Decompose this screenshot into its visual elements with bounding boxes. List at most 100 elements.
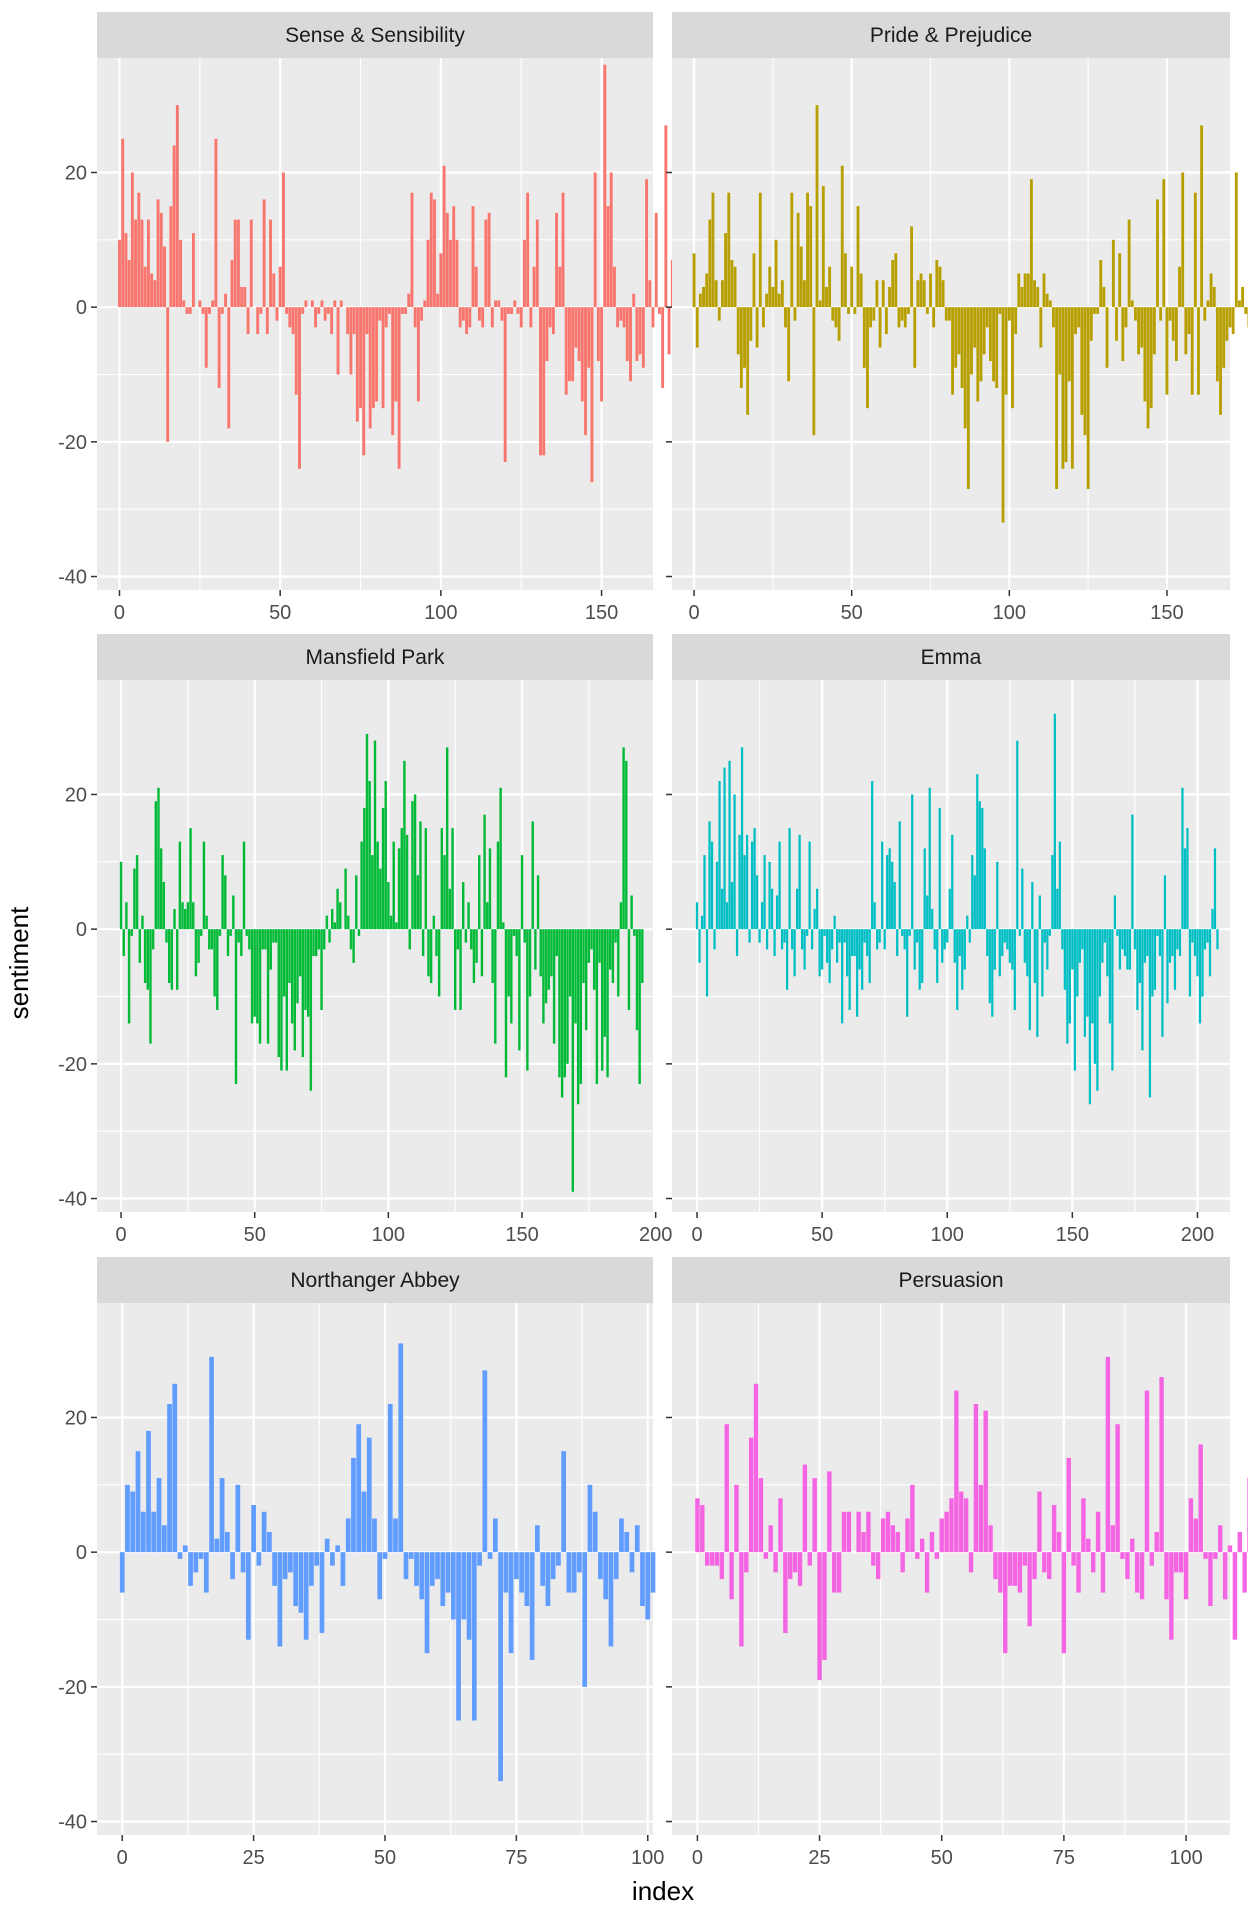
sentiment-bar xyxy=(1196,929,1199,977)
sentiment-bar xyxy=(456,929,460,950)
sentiment-bar xyxy=(208,307,211,314)
sentiment-bar xyxy=(523,239,526,308)
sentiment-bar xyxy=(869,307,873,328)
facet-strip xyxy=(97,1257,653,1303)
sentiment-bar xyxy=(868,929,871,984)
sentiment-bar xyxy=(760,902,764,930)
sentiment-bar xyxy=(634,1525,640,1553)
sentiment-bar xyxy=(1045,293,1049,308)
sentiment-bar xyxy=(1197,307,1200,395)
sentiment-bar xyxy=(998,1552,1003,1593)
sentiment-bar xyxy=(1101,929,1104,963)
sentiment-bar xyxy=(739,307,743,388)
sentiment-bar xyxy=(1146,929,1149,957)
sentiment-bar xyxy=(1081,929,1084,950)
sentiment-bar xyxy=(768,266,772,308)
sentiment-bar xyxy=(508,1552,514,1654)
sentiment-bar xyxy=(900,307,904,321)
sentiment-bar xyxy=(411,801,414,930)
sentiment-bar xyxy=(465,307,469,335)
sentiment-bar xyxy=(346,307,350,335)
sentiment-bar xyxy=(224,293,227,308)
y-tick-label: -20 xyxy=(58,432,87,454)
sentiment-bar xyxy=(1115,1424,1120,1553)
sentiment-bar xyxy=(1201,929,1204,997)
sentiment-bar xyxy=(555,929,558,957)
sentiment-bar xyxy=(1198,929,1202,1024)
facet-title: Pride & Prejudice xyxy=(870,24,1032,47)
sentiment-bar xyxy=(1013,929,1016,1010)
sentiment-bar xyxy=(1021,868,1024,930)
sentiment-bar xyxy=(1011,929,1014,970)
sentiment-bar xyxy=(1095,1511,1101,1553)
facet-strip xyxy=(672,12,1230,58)
x-tick-label: 0 xyxy=(689,602,700,624)
sentiment-bar xyxy=(388,307,391,314)
sentiment-bar xyxy=(124,233,128,308)
sentiment-bar xyxy=(539,307,542,456)
sentiment-bar xyxy=(1039,307,1043,348)
sentiment-bar xyxy=(765,929,769,950)
sentiment-bar xyxy=(1206,929,1209,943)
sentiment-bar xyxy=(127,260,131,308)
sentiment-bar xyxy=(730,882,734,930)
sentiment-bar xyxy=(377,1552,383,1600)
sentiment-bar xyxy=(384,781,387,930)
sentiment-bar xyxy=(625,760,628,930)
sentiment-bar xyxy=(352,929,355,963)
sentiment-bar xyxy=(908,929,911,936)
sentiment-bar xyxy=(617,929,620,997)
sentiment-bar xyxy=(785,929,789,990)
sentiment-bar xyxy=(189,828,192,930)
sentiment-bar xyxy=(138,929,141,963)
sentiment-bar xyxy=(883,929,886,950)
sentiment-bar xyxy=(1203,307,1207,321)
sentiment-bar xyxy=(619,902,623,930)
sentiment-bar xyxy=(778,841,781,930)
sentiment-bar xyxy=(288,929,291,984)
sentiment-bar xyxy=(1018,929,1021,936)
sentiment-bar xyxy=(1012,1552,1018,1586)
sentiment-bar xyxy=(202,841,206,930)
sentiment-bar xyxy=(1031,882,1034,930)
sentiment-bar xyxy=(464,929,468,943)
sentiment-bar xyxy=(210,929,214,950)
sentiment-bar xyxy=(407,293,411,308)
sentiment-bar xyxy=(314,1552,320,1566)
sentiment-bar xyxy=(710,841,714,930)
sentiment-bar xyxy=(248,929,251,950)
sentiment-bar xyxy=(924,1552,930,1593)
sentiment-bar xyxy=(1123,929,1127,957)
sentiment-bar xyxy=(627,929,631,1010)
sentiment-bar xyxy=(475,929,478,963)
sentiment-bar xyxy=(797,1552,803,1586)
sentiment-bar xyxy=(907,307,910,314)
sentiment-bar xyxy=(278,266,282,308)
sentiment-bar xyxy=(913,307,917,368)
sentiment-bar xyxy=(895,1531,900,1553)
sentiment-bar xyxy=(966,915,969,930)
sentiment-bar xyxy=(780,280,784,308)
sentiment-bar xyxy=(773,1552,778,1573)
sentiment-bar xyxy=(1100,1552,1106,1593)
sentiment-bar xyxy=(387,882,390,930)
sentiment-bar xyxy=(1203,929,1207,950)
sentiment-bar xyxy=(150,273,154,308)
sentiment-bar xyxy=(416,307,420,402)
sentiment-bar xyxy=(739,1552,744,1647)
x-tick-label: 0 xyxy=(114,602,125,624)
sentiment-bar xyxy=(1105,1356,1111,1553)
sentiment-bar xyxy=(484,219,488,308)
sentiment-bar xyxy=(119,861,123,930)
sentiment-bar xyxy=(1241,286,1245,308)
sentiment-bar xyxy=(790,929,794,950)
sentiment-bar xyxy=(309,929,313,1091)
sentiment-bar xyxy=(635,929,639,1031)
sentiment-bar xyxy=(903,307,907,328)
sentiment-bar xyxy=(331,908,334,930)
sentiment-bar xyxy=(240,929,243,957)
sentiment-bar xyxy=(718,781,721,930)
sentiment-bar xyxy=(755,307,759,348)
sentiment-bar xyxy=(601,929,604,1071)
sentiment-bar xyxy=(762,307,765,328)
